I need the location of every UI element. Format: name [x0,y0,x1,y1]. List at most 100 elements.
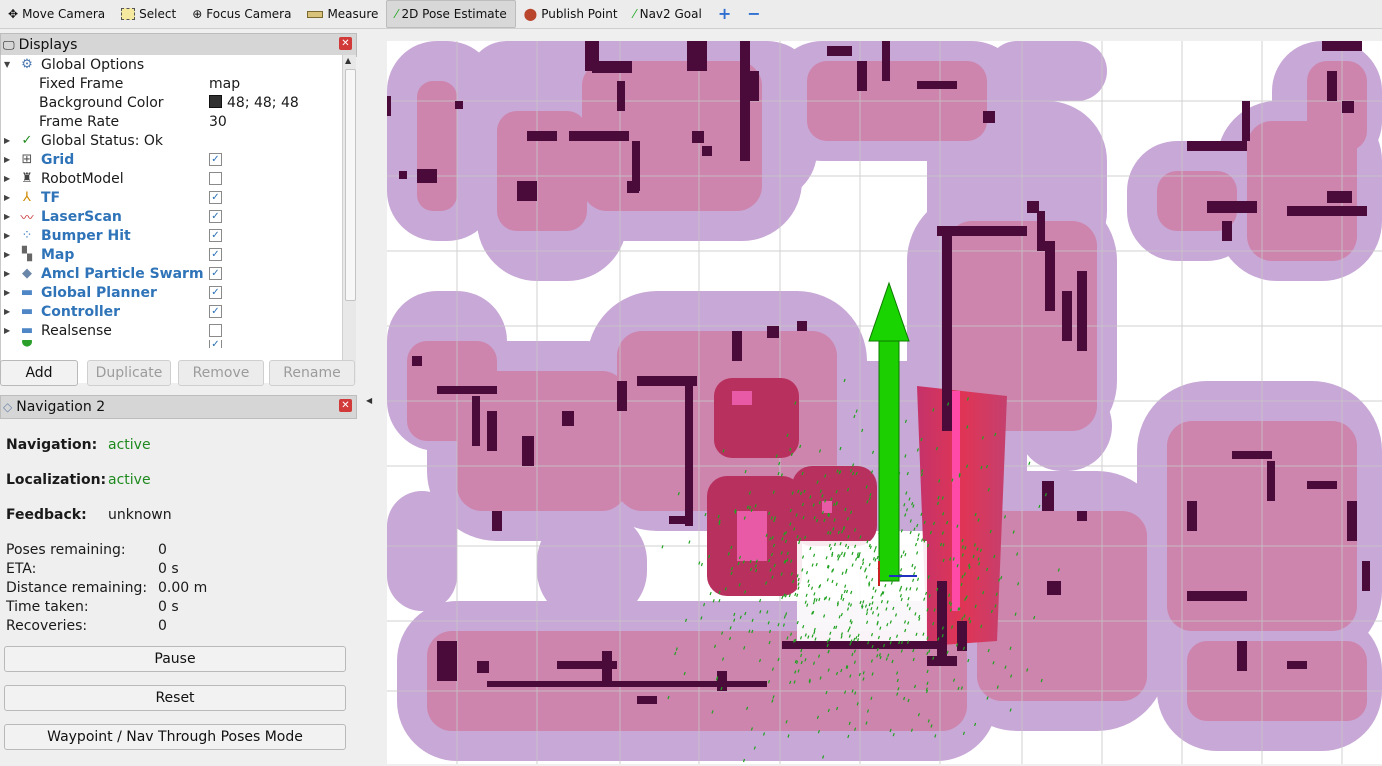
particle [877,613,880,617]
particle [813,516,816,520]
particle [844,507,847,512]
collapse-panel-icon[interactable]: ◀ [366,396,373,405]
display-item-controller[interactable]: ▶ ▬ Controller ✓ [1,302,343,321]
amcl-particle-swarm-checkbox[interactable]: ✓ [209,267,222,280]
display-item-robotmodel[interactable]: ▶ ♜ RobotModel [1,169,343,188]
add-button[interactable]: Add [0,360,78,386]
display-item-tf[interactable]: ▶ ⅄ TF ✓ [1,188,343,207]
particle [833,542,837,547]
particle [876,620,879,625]
particle [794,659,797,664]
particle [942,558,945,562]
particle [911,502,914,506]
localization-status: Localization: [6,472,107,488]
expand-arrow-icon[interactable]: ▶ [4,174,11,183]
particle [754,564,757,568]
partial-checkbox[interactable]: ✓ [209,340,222,348]
display-item-partial[interactable]: ● ✓ [1,340,343,348]
focus-camera-tool[interactable]: ⊕ Focus Camera [192,7,292,21]
select-tool[interactable]: Select [113,1,184,27]
remove-tool-button[interactable]: − [739,1,768,27]
display-item-map[interactable]: ▶ ▚ Map ✓ [1,245,343,264]
particle [871,644,874,649]
particle [772,543,776,548]
expand-arrow-icon[interactable]: ▶ [4,288,11,297]
close-icon[interactable]: ✕ [339,37,352,50]
fixed-frame-value[interactable]: map [209,75,241,92]
move-camera-tool[interactable]: ✥ Move Camera [8,7,106,21]
display-item-bumper-hit[interactable]: ▶ ⁘ Bumper Hit ✓ [1,226,343,245]
particle [806,603,809,607]
expand-arrow-icon[interactable]: ▶ [4,136,11,145]
particle [796,593,799,597]
particle [712,599,715,603]
particle [886,623,889,627]
waypoint-mode-button[interactable]: Waypoint / Nav Through Poses Mode [4,724,346,750]
background-color-value[interactable]: 48; 48; 48 [209,94,299,111]
scrollbar-thumb[interactable] [345,69,356,301]
particle [993,554,996,559]
controller-checkbox[interactable]: ✓ [209,305,222,318]
map-viewport[interactable] [387,41,1382,764]
measure-tool[interactable]: Measure [299,1,386,27]
particle [935,447,938,451]
laserscan-checkbox[interactable]: ✓ [209,210,222,223]
particle [864,569,867,573]
add-tool-button[interactable]: + [710,1,739,27]
pose-estimate-tool[interactable]: ⁄ 2D Pose Estimate [386,0,516,28]
frame-rate-value[interactable]: 30 [209,113,227,130]
remove-button[interactable]: Remove [178,360,264,386]
particle [849,674,852,678]
collapse-arrow-icon[interactable]: ▼ [4,60,11,69]
grid-checkbox[interactable]: ✓ [209,153,222,166]
fixed-frame-row[interactable]: Fixed Frame map [39,75,241,92]
particle [717,514,720,519]
expand-arrow-icon[interactable]: ▶ [4,193,11,202]
display-item-global-planner[interactable]: ▶ ▬ Global Planner ✓ [1,283,343,302]
particle [994,432,997,437]
particle [804,535,807,540]
particle [946,650,949,654]
expand-arrow-icon[interactable]: ▶ [4,307,11,316]
map-canvas[interactable] [387,41,1382,764]
particle [783,615,786,619]
bumper-hit-checkbox[interactable]: ✓ [209,229,222,242]
particle [925,591,928,596]
displays-scrollbar[interactable]: ▲ ▼ [342,55,356,383]
robotmodel-checkbox[interactable] [209,172,222,185]
particle [784,539,788,543]
particle [876,555,879,560]
particle [765,581,768,585]
map-checkbox[interactable]: ✓ [209,248,222,261]
background-color-row[interactable]: Background Color 48; 48; 48 [39,94,299,111]
close-icon[interactable]: ✕ [339,399,352,412]
reset-button[interactable]: Reset [4,685,346,711]
expand-arrow-icon[interactable]: ▶ [4,250,11,259]
expand-arrow-icon[interactable]: ▶ [4,326,11,335]
particle [804,633,807,637]
navigation-value: active [108,437,151,453]
global-status-row[interactable]: ▶ ✓ Global Status: Ok [4,132,164,149]
global-options-row[interactable]: ▼ ⚙ Global Options [4,56,145,73]
rename-button[interactable]: Rename [269,360,355,386]
nav2-goal-tool[interactable]: ⁄ Nav2 Goal [633,7,702,21]
pause-button[interactable]: Pause [4,646,346,672]
frame-rate-row[interactable]: Frame Rate 30 [39,113,227,130]
scroll-up-icon[interactable]: ▲ [345,56,352,65]
display-item-amcl-particle-swarm[interactable]: ▶ ◆ Amcl Particle Swarm ✓ [1,264,343,283]
tf-checkbox[interactable]: ✓ [209,191,222,204]
display-item-laserscan[interactable]: ▶ 〰 LaserScan ✓ [1,207,343,226]
display-item-realsense[interactable]: ▶ ▬ Realsense [1,321,343,340]
expand-arrow-icon[interactable]: ▶ [4,212,11,221]
expand-arrow-icon[interactable]: ▶ [4,155,11,164]
duplicate-button[interactable]: Duplicate [87,360,171,386]
particle [889,620,892,624]
global-planner-checkbox[interactable]: ✓ [209,286,222,299]
expand-arrow-icon[interactable]: ▶ [4,231,11,240]
publish-point-tool[interactable]: ⬤ Publish Point [523,7,618,21]
particle [778,461,781,466]
realsense-checkbox[interactable] [209,324,222,337]
particle [956,564,959,568]
display-item-grid[interactable]: ▶ ⊞ Grid ✓ [1,150,343,169]
expand-arrow-icon[interactable]: ▶ [4,269,11,278]
